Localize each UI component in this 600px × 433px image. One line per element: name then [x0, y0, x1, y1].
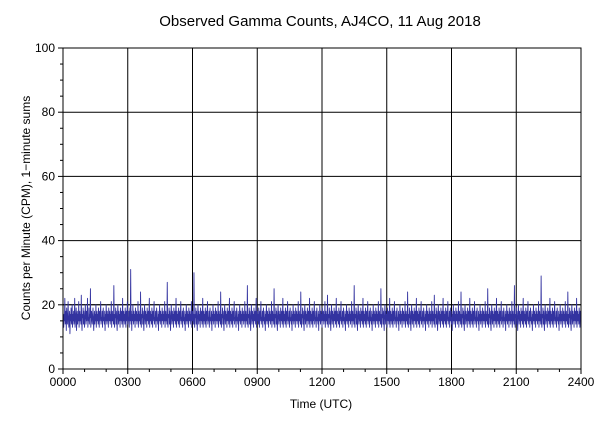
chart-title: Observed Gamma Counts, AJ4CO, 11 Aug 201…	[159, 13, 481, 30]
x-tick-label: 0300	[114, 375, 141, 389]
series-line	[62, 269, 582, 335]
y-tick-label: 0	[48, 362, 55, 376]
x-tick-label: 1800	[438, 375, 465, 389]
y-tick-label: 60	[42, 169, 56, 183]
y-tick-labels: 0 20 40 60 80 100	[35, 41, 55, 376]
y-axis-label: Counts per Minute (CPM), 1−minute sums	[19, 96, 33, 320]
series-layer	[62, 269, 582, 335]
x-tick-label: 0000	[50, 375, 77, 389]
y-tick-label: 40	[42, 234, 56, 248]
x-tick-label: 0900	[244, 375, 271, 389]
x-tick-label: 2400	[568, 375, 595, 389]
x-tick-label: 2100	[503, 375, 530, 389]
y-tick-label: 20	[42, 298, 56, 312]
grid-lines	[63, 48, 581, 369]
x-axis-label: Time (UTC)	[290, 397, 352, 411]
x-tick-label: 0600	[179, 375, 206, 389]
tick-marks	[58, 47, 582, 374]
x-tick-labels: 0000 0300 0600 0900 1200 1500 1800 2100 2400	[50, 375, 595, 389]
y-tick-label: 80	[42, 105, 56, 119]
x-tick-label: 1500	[373, 375, 400, 389]
y-tick-label: 100	[35, 41, 55, 55]
x-tick-label: 1200	[309, 375, 336, 389]
